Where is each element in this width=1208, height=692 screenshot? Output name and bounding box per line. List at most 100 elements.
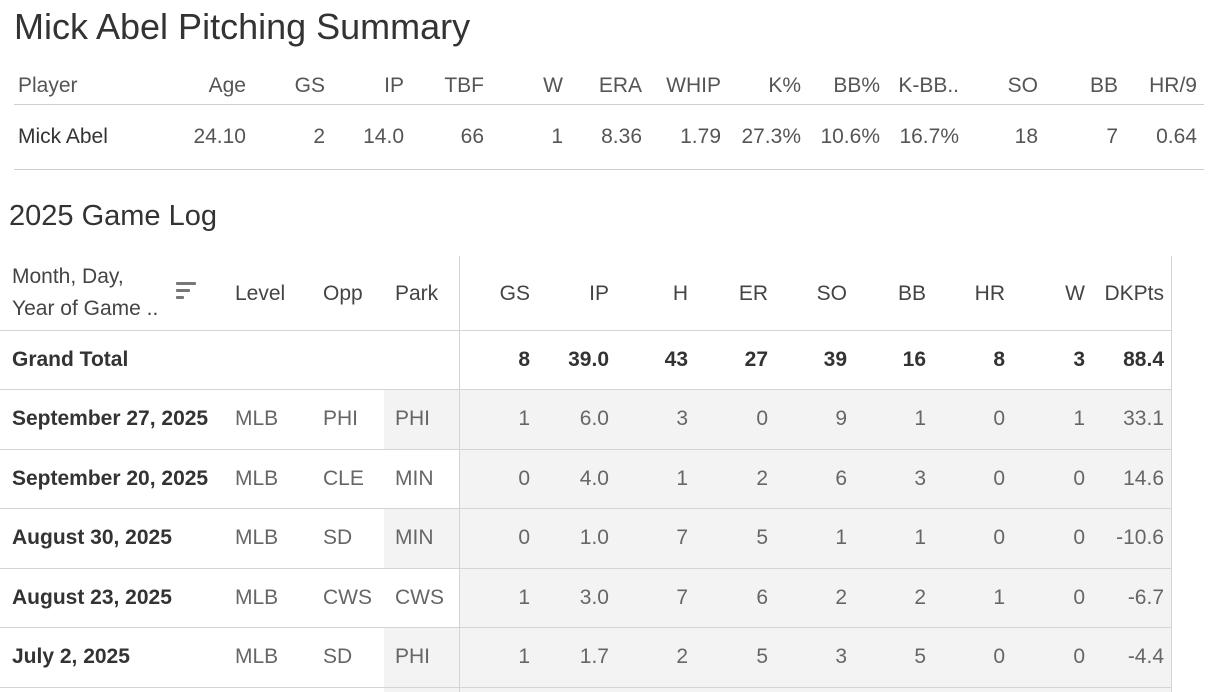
- park-cell-shade: [384, 509, 459, 569]
- row-er: 6: [756, 586, 768, 609]
- header-dkpts[interactable]: DKPts: [1104, 282, 1164, 305]
- row-gs: 1: [518, 645, 530, 668]
- summary-table: Player Age GS IP TBF W ERA WHIP K% BB% K…: [0, 70, 1208, 172]
- grand-total-gs: 8: [518, 348, 530, 371]
- summary-header-ip[interactable]: IP: [384, 74, 404, 97]
- row-divider: [0, 508, 1172, 509]
- header-ip[interactable]: IP: [589, 282, 609, 305]
- row-ip: 6.0: [579, 407, 609, 430]
- summary-header-tbf[interactable]: TBF: [444, 74, 484, 97]
- header-date-line1[interactable]: Month, Day,: [12, 265, 124, 288]
- row-bb: 2: [914, 586, 926, 609]
- summary-header-k-pct[interactable]: K%: [768, 74, 801, 97]
- summary-header-hr9[interactable]: HR/9: [1149, 74, 1197, 97]
- summary-header-player[interactable]: Player: [18, 74, 78, 97]
- row-ip: 4.0: [579, 467, 609, 490]
- header-w[interactable]: W: [1065, 282, 1085, 305]
- row-park: MIN: [395, 526, 434, 549]
- row-bb: 1: [914, 526, 926, 549]
- row-w: 0: [1073, 467, 1085, 490]
- row-level: MLB: [235, 467, 279, 490]
- grand-total-bb: 16: [902, 348, 926, 371]
- row-er: 5: [756, 645, 768, 668]
- row-so: 1: [835, 526, 847, 549]
- grand-total-so: 39: [823, 348, 847, 371]
- summary-bb: 7: [1106, 125, 1118, 148]
- summary-so: 18: [1014, 125, 1038, 148]
- header-bb[interactable]: BB: [897, 282, 926, 305]
- summary-header-so[interactable]: SO: [1007, 74, 1038, 97]
- page-title: Mick Abel Pitching Summary: [14, 6, 471, 47]
- header-gs[interactable]: GS: [499, 282, 530, 305]
- header-h[interactable]: H: [672, 282, 688, 305]
- row-opp: CLE: [323, 467, 364, 490]
- row-h: 3: [676, 407, 688, 430]
- summary-k-pct: 27.3%: [741, 125, 801, 148]
- row-level: MLB: [235, 526, 279, 549]
- row-date: September 20, 2025: [12, 467, 209, 490]
- measure-area-shade: [460, 390, 1171, 692]
- grand-total-ip: 39.0: [568, 348, 609, 371]
- header-park[interactable]: Park: [395, 282, 439, 305]
- grand-total-w: 3: [1073, 348, 1085, 371]
- summary-header-bb[interactable]: BB: [1089, 74, 1118, 97]
- row-hr: 0: [993, 467, 1005, 490]
- header-date-line2[interactable]: Year of Game ..: [12, 297, 159, 320]
- row-so: 6: [835, 467, 847, 490]
- row-gs: 1: [518, 586, 530, 609]
- row-park: CWS: [395, 586, 444, 609]
- column-divider: [1171, 256, 1172, 692]
- row-hr: 0: [993, 407, 1005, 430]
- summary-header-bb-pct[interactable]: BB%: [833, 74, 880, 97]
- row-ip: 1.0: [579, 526, 609, 549]
- game-log-title: 2025 Game Log: [9, 200, 217, 232]
- row-hr: 0: [993, 526, 1005, 549]
- grand-total-dkpts: 88.4: [1123, 348, 1164, 371]
- row-opp: SD: [323, 645, 353, 668]
- row-so: 2: [835, 586, 847, 609]
- summary-header-w[interactable]: W: [543, 74, 563, 97]
- row-ip: 1.7: [579, 645, 609, 668]
- row-hr: 0: [993, 645, 1005, 668]
- summary-header-divider: [14, 104, 1204, 105]
- row-so: 9: [835, 407, 847, 430]
- summary-whip: 1.79: [680, 125, 721, 148]
- summary-header-k-bb[interactable]: K-BB..: [898, 74, 959, 97]
- header-opp[interactable]: Opp: [323, 282, 363, 305]
- row-dkpts: -6.7: [1127, 586, 1164, 609]
- row-dkpts: 14.6: [1123, 467, 1164, 490]
- header-hr[interactable]: HR: [974, 282, 1005, 305]
- summary-age: 24.10: [193, 125, 246, 148]
- summary-header-age[interactable]: Age: [208, 74, 246, 97]
- summary-header-era[interactable]: ERA: [598, 74, 642, 97]
- row-gs: 1: [518, 407, 530, 430]
- row-divider: [0, 687, 1172, 688]
- row-opp: PHI: [323, 407, 359, 430]
- header-level[interactable]: Level: [235, 282, 286, 305]
- park-cell-shade: [384, 390, 459, 450]
- column-divider: [459, 256, 460, 692]
- row-er: 0: [756, 407, 768, 430]
- row-hr: 1: [993, 586, 1005, 609]
- row-dkpts: 33.1: [1123, 407, 1164, 430]
- summary-bb-pct: 10.6%: [820, 125, 880, 148]
- sort-icon[interactable]: [176, 282, 198, 300]
- header-er[interactable]: ER: [738, 282, 768, 305]
- grand-total-h: 43: [664, 348, 688, 371]
- row-er: 2: [756, 467, 768, 490]
- row-ip: 3.0: [579, 586, 609, 609]
- summary-ip: 14.0: [363, 125, 404, 148]
- summary-w: 1: [551, 125, 563, 148]
- row-so: 3: [835, 645, 847, 668]
- row-h: 7: [676, 526, 688, 549]
- summary-header-gs[interactable]: GS: [294, 74, 325, 97]
- summary-bottom-divider: [14, 169, 1204, 170]
- row-divider: [0, 627, 1172, 628]
- row-park: PHI: [395, 407, 431, 430]
- summary-header-whip[interactable]: WHIP: [666, 74, 721, 97]
- row-w: 1: [1073, 407, 1085, 430]
- row-divider: [0, 330, 1172, 331]
- header-so[interactable]: SO: [816, 282, 847, 305]
- row-date: July 2, 2025: [12, 645, 130, 668]
- row-level: MLB: [235, 645, 279, 668]
